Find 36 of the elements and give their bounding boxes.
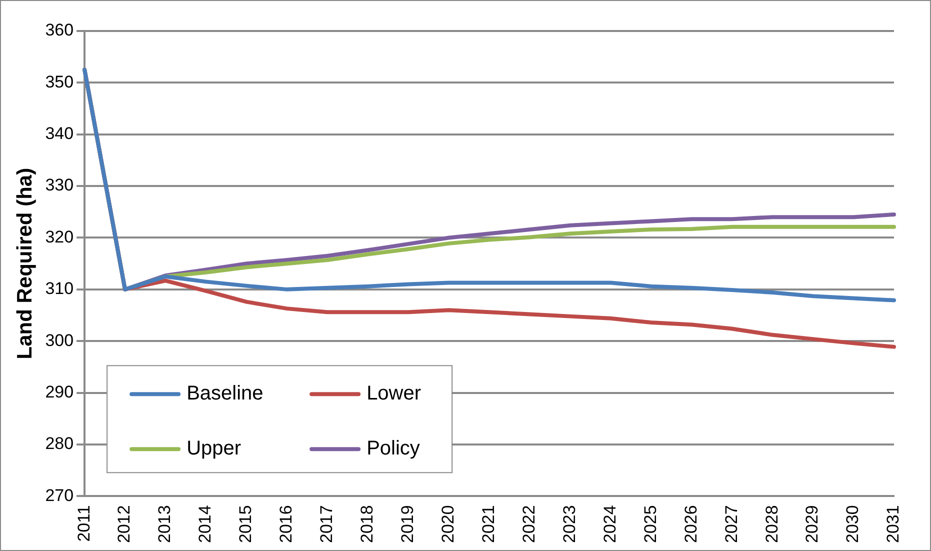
x-tick-label: 2011 [74, 505, 94, 542]
y-tick-label: 290 [45, 382, 74, 402]
x-tick-label: 2023 [560, 505, 579, 544]
x-tick-label: 2021 [478, 505, 498, 544]
x-tick-label: 2014 [196, 505, 215, 544]
x-tick-label: 2019 [398, 505, 418, 544]
y-tick-label: 300 [45, 330, 74, 350]
y-tick-label: 340 [45, 124, 74, 144]
x-tick-label: 2029 [802, 505, 822, 544]
x-tick-label: 2017 [317, 505, 336, 544]
y-tick-label: 350 [45, 72, 74, 92]
x-tick-label: 2020 [438, 505, 458, 544]
y-tick-label: 320 [45, 227, 74, 246]
legend-label: Policy [366, 438, 420, 460]
x-tick-label: 2026 [681, 505, 700, 544]
x-tick-label: 2028 [762, 505, 782, 544]
y-tick-label: 270 [45, 486, 74, 505]
y-tick-label: 280 [45, 434, 74, 454]
x-tick-label: 2031 [884, 505, 903, 544]
x-tick-label: 2022 [519, 505, 538, 544]
x-tick-label: 2027 [722, 505, 741, 544]
legend-label: Upper [186, 438, 242, 460]
x-tick-label: 2018 [358, 505, 377, 544]
x-tick-label: 2012 [114, 505, 134, 544]
legend-label: Lower [366, 382, 422, 405]
x-tick-label: 2013 [155, 505, 174, 544]
x-tick-label: 2016 [276, 505, 296, 544]
y-tick-label: 310 [45, 279, 74, 298]
x-tick-label: 2030 [843, 505, 862, 544]
legend-label: Baseline [186, 382, 264, 405]
y-axis-title: Land Required (ha) [13, 168, 36, 360]
x-tick-label: 2024 [600, 505, 620, 544]
x-tick-label: 2025 [640, 505, 660, 544]
x-tick-label: 2015 [236, 505, 256, 544]
y-tick-label: 330 [45, 176, 74, 195]
y-tick-label: 360 [45, 20, 74, 40]
